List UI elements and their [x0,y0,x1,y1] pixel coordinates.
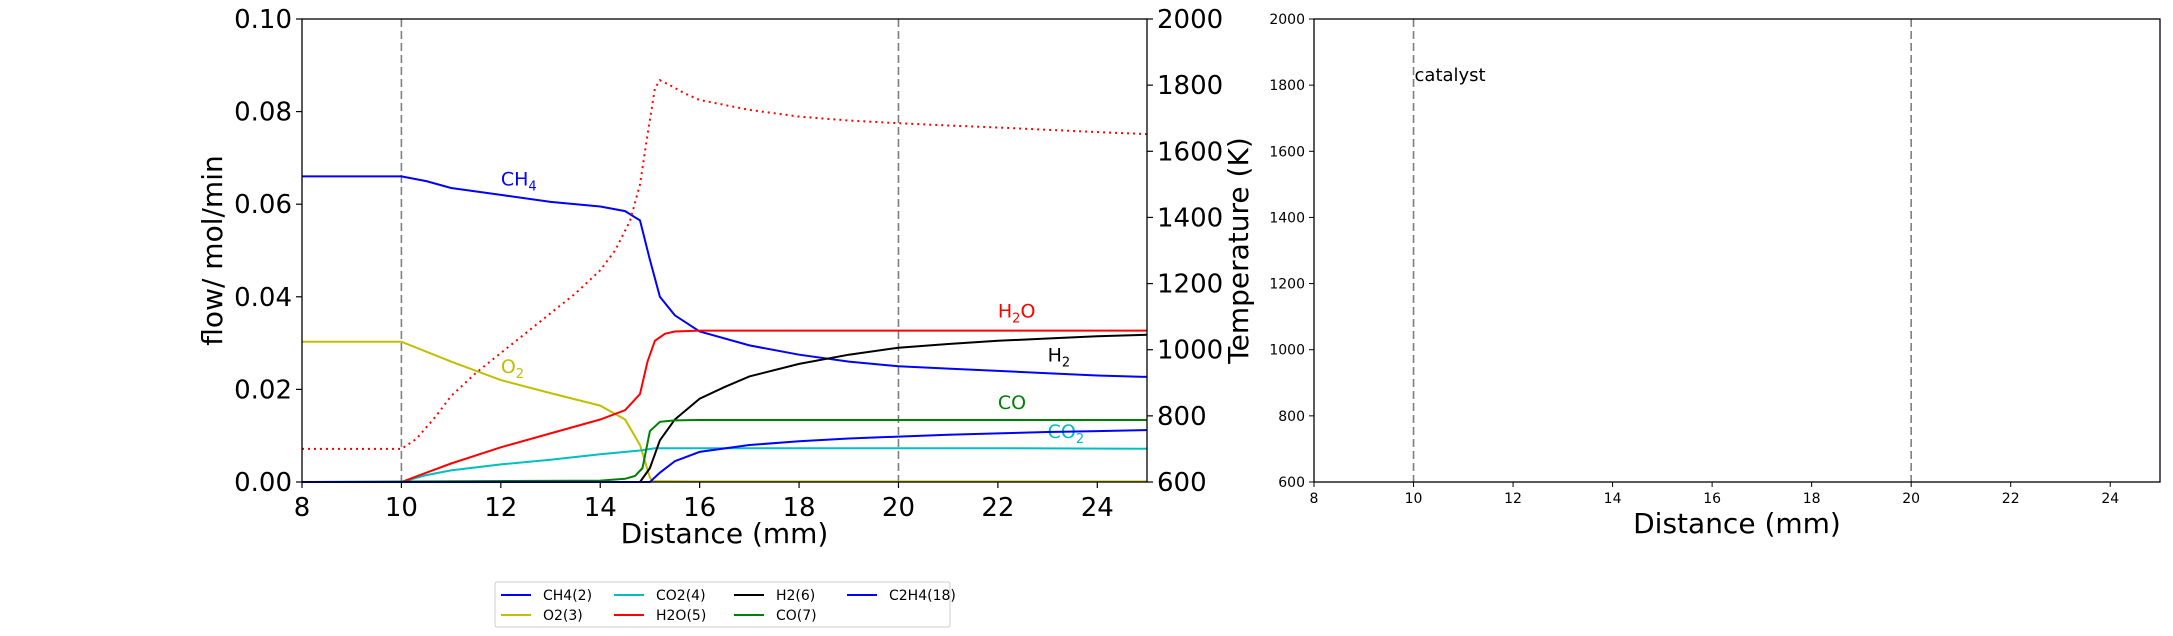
y-tick-label: 0.04 [234,283,292,313]
legend-entry-O2(3): O2(3) [543,608,583,624]
right-x-tick-label: 24 [2101,491,2119,507]
right-y-tick-label: 2000 [1269,12,1305,28]
right-y-tick-label: 800 [1278,409,1305,425]
series-label-CO(7): CO [998,392,1026,414]
right-plot-frame [1313,18,2161,483]
series-line-CO2(4) [302,447,1148,483]
series-line-C2H4(18) [302,429,1148,483]
series-line-H2O(5) [302,329,1147,483]
right-x-tick-label: 18 [1803,491,1821,507]
y-axis-label: flow/ mol/min [196,155,229,345]
right-y-tick-label: 1000 [1269,343,1305,359]
series-label-CO2(4): CO2 [1048,421,1085,447]
x-axis-label: Distance (mm) [621,517,829,550]
right-y-tick-label: 1400 [1269,210,1305,226]
right-y-tick-label: 600 [1278,475,1305,491]
legend-entry-CO2(4): CO2(4) [656,588,706,604]
x-tick-label: 18 [783,493,816,523]
series-line-CH4(2) [302,175,1148,378]
y-right-tick-label: 800 [1157,402,1207,432]
x-tick-label: 10 [385,493,418,523]
right-x-tick-label: 12 [1504,491,1522,507]
y-right-axis-label: Temperature (K) [1222,137,1255,364]
series-label-CH4(2): CH4 [501,169,537,195]
right-x-tick-label: 16 [1703,491,1721,507]
right-x-tick-label: 22 [2002,491,2020,507]
right-y-tick-label: 1200 [1269,277,1305,293]
x-tick-label: 16 [683,493,716,523]
y-right-tick-label: 1000 [1157,336,1223,366]
legend: CH4(2) O2(3) CO2(4) H2O(5) H2(6) CO(7) C2H4(18… [494,581,956,628]
legend-entry-CH4(2): CH4(2) [543,588,592,604]
x-tick-label: 12 [484,493,517,523]
x-tick-label: 22 [981,493,1014,523]
x-tick-label: 14 [584,493,617,523]
right-chart: 8 10 12 14 16 18 20 22 24 600 800 1000 1200 1400 1600 1… [1269,12,2161,540]
series-label-O2(3): O2 [501,356,524,382]
right-x-axis-label: Distance (mm) [1633,507,1841,540]
right-y-tick-label: 1600 [1269,144,1305,160]
y-right-tick-label: 600 [1157,468,1207,498]
legend-box [494,581,951,628]
x-tick-label: 24 [1081,493,1114,523]
right-x-tick-label: 14 [1604,491,1622,507]
y-tick-label: 0.00 [234,468,292,498]
x-tick-label: 8 [294,493,311,523]
y-right-tick-label: 1600 [1157,137,1223,167]
right-x-tick-label: 10 [1405,491,1423,507]
left-chart: CH4 O2 CO2 H2O H2 CO 8 10 12 14 16 18 20 22 24 0.00 0.02… [196,5,1255,550]
y-right-tick-label: 1800 [1157,71,1223,101]
right-y-tick-label: 1800 [1269,78,1305,94]
right-x-tick-label: 8 [1310,491,1319,507]
catalyst-annotation: catalyst [1415,65,1486,86]
left-plot-frame [301,18,1148,483]
y-tick-label: 0.08 [234,98,292,128]
series-line-CO(7) [301,419,1147,483]
x-tick-label: 20 [882,493,915,523]
series-label-H2(6): H2 [1048,345,1071,371]
y-right-tick-label: 1400 [1157,203,1223,233]
right-x-tick-label: 20 [1902,491,1920,507]
y-tick-label: 0.02 [234,375,292,405]
legend-entry-CO(7): CO(7) [776,608,817,624]
series-line-H2(6) [302,333,1148,483]
legend-entry-C2H4(18): C2H4(18) [889,588,956,604]
y-right-tick-label: 1200 [1157,270,1223,300]
y-tick-label: 0.10 [234,5,292,35]
y-right-tick-label: 2000 [1157,5,1223,35]
legend-entry-H2O(5): H2O(5) [656,608,706,624]
series-label-H2O(5): H2O [998,301,1036,327]
y-tick-label: 0.06 [234,190,292,220]
legend-entry-H2(6): H2(6) [776,588,815,604]
